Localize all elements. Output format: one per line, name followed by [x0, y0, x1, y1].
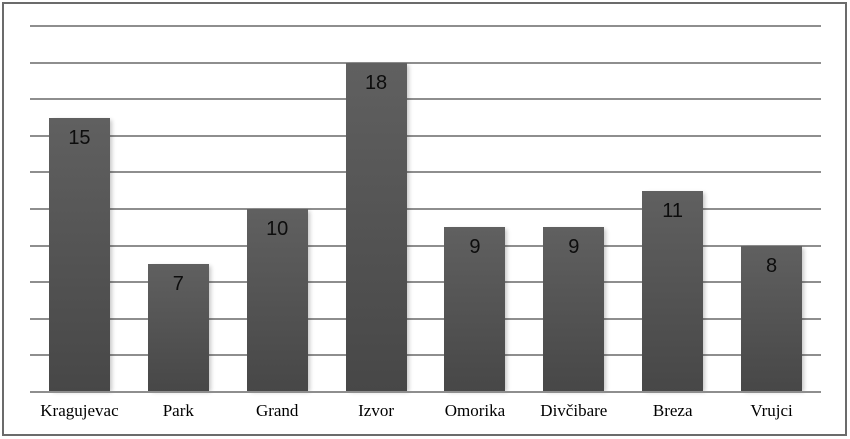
bar-breza: 11: [642, 190, 704, 392]
bar-omorika: 9: [444, 227, 506, 392]
category-label: Izvor: [358, 401, 394, 420]
gridline: [30, 281, 821, 284]
gridline: [30, 171, 821, 174]
data-label: 7: [172, 272, 184, 295]
category-label: Divčibare: [540, 401, 608, 420]
bar-vrujci: 8: [741, 245, 803, 392]
category-label: Omorika: [444, 401, 506, 420]
gridline: [30, 354, 821, 357]
data-label: 10: [266, 218, 289, 240]
bar-grand: 10: [246, 209, 308, 392]
bar-kragujevac: 15: [48, 117, 110, 392]
category-label: Breza: [652, 401, 693, 420]
data-label: 15: [68, 126, 91, 149]
category-label: Kragujevac: [40, 401, 119, 420]
bar-park: 7: [147, 263, 209, 392]
data-label: 11: [662, 199, 684, 222]
category-label: Vrujci: [750, 401, 793, 420]
data-label: 9: [469, 236, 481, 259]
category-label: Park: [162, 401, 194, 420]
data-label: 8: [766, 254, 778, 277]
gridline: [30, 134, 821, 137]
gridline: [30, 98, 821, 101]
data-label: 18: [364, 71, 388, 94]
bar-divčibare: 9: [543, 227, 605, 392]
gridline: [30, 208, 821, 210]
bar-izvor: 18: [345, 62, 407, 392]
gridline: [30, 61, 821, 64]
gridline: [30, 25, 821, 27]
gridline: [30, 244, 821, 247]
x-axis-line: [30, 391, 821, 393]
category-label: Grand: [255, 401, 299, 420]
gridline: [30, 317, 821, 320]
data-label: 9: [568, 236, 580, 259]
